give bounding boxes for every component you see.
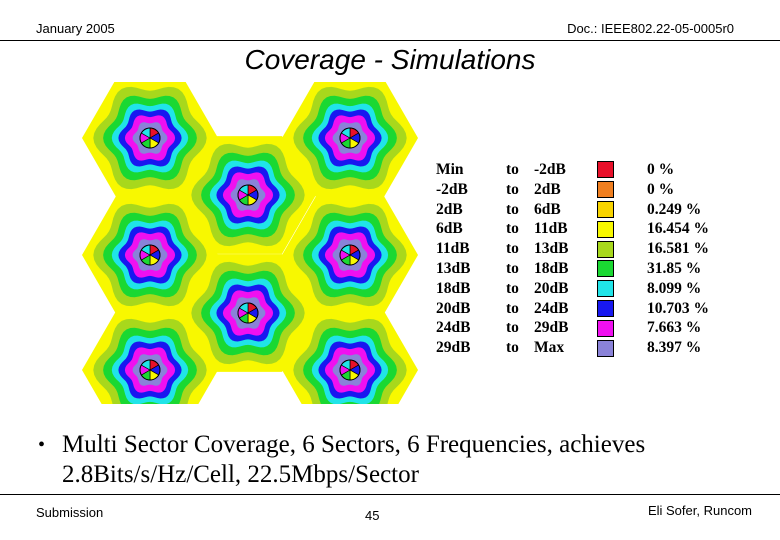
legend-max: 24dB bbox=[534, 299, 569, 317]
legend-swatch bbox=[597, 240, 614, 258]
legend-percent: 0.249 % bbox=[647, 200, 702, 218]
legend-max: 13dB bbox=[534, 240, 569, 258]
legend-swatch-cell bbox=[597, 338, 647, 358]
header-doc-id: Doc.: IEEE802.22-05-0005r0 bbox=[567, 21, 734, 36]
legend-max: 2dB bbox=[534, 180, 561, 198]
footer-submission: Submission bbox=[36, 505, 104, 520]
coverage-map bbox=[78, 82, 423, 404]
legend-swatch-cell bbox=[597, 160, 647, 180]
legend-row: 18dB to 20dB 8.099 % bbox=[436, 279, 737, 299]
legend-row: Min to -2dB 0 % bbox=[436, 160, 737, 180]
legend-percent: 16.454 % bbox=[647, 220, 709, 238]
legend-to: to bbox=[506, 220, 519, 238]
legend-to: to bbox=[506, 319, 519, 337]
legend-min: Min bbox=[436, 161, 464, 178]
legend-percent: 16.581 % bbox=[647, 240, 709, 258]
legend-swatch bbox=[597, 299, 614, 317]
legend-percent: 31.85 % bbox=[647, 259, 702, 277]
legend-max: Max bbox=[534, 339, 565, 357]
legend-max: -2dB bbox=[534, 161, 566, 178]
legend-row: 13dB to 18dB 31.85 % bbox=[436, 259, 737, 279]
footer-page-number: 45 bbox=[365, 508, 380, 523]
legend-swatch-cell bbox=[597, 279, 647, 299]
legend-swatch bbox=[597, 319, 614, 337]
header-rule bbox=[0, 40, 780, 41]
legend-swatch-cell bbox=[597, 200, 647, 220]
footer-rule bbox=[0, 494, 780, 495]
bullet-icon: • bbox=[38, 434, 46, 456]
legend-to: to bbox=[506, 180, 519, 198]
base-station-icon bbox=[237, 184, 259, 206]
legend-swatch bbox=[597, 161, 614, 179]
legend-swatch bbox=[597, 200, 614, 218]
legend-swatch-cell bbox=[597, 318, 647, 338]
legend-min: 29dB bbox=[436, 339, 471, 357]
legend-swatch bbox=[597, 220, 614, 238]
legend-min: -2dB bbox=[436, 180, 468, 198]
slide-title: Coverage - Simulations bbox=[244, 44, 536, 75]
header-date: January 2005 bbox=[36, 21, 115, 36]
legend-swatch-cell bbox=[597, 299, 647, 319]
legend-percent: 8.099 % bbox=[647, 279, 702, 297]
legend-row: 24dB to 29dB 7.663 % bbox=[436, 318, 737, 338]
bullet-text: Multi Sector Coverage, 6 Sectors, 6 Freq… bbox=[62, 431, 646, 488]
legend-min: 24dB bbox=[436, 319, 471, 337]
legend-to: to bbox=[506, 259, 519, 277]
legend-max: 20dB bbox=[534, 279, 569, 297]
base-station-icon bbox=[139, 127, 161, 149]
legend-row: 2dB to 6dB 0.249 % bbox=[436, 200, 737, 220]
legend-to: to bbox=[506, 161, 519, 178]
bullet-point: • Multi Sector Coverage, 6 Sectors, 6 Fr… bbox=[38, 430, 758, 490]
legend-max: 29dB bbox=[534, 319, 569, 337]
legend-min: 2dB bbox=[436, 200, 463, 218]
legend-percent: 8.397 % bbox=[647, 339, 702, 357]
legend-min: 6dB bbox=[436, 220, 463, 238]
legend-min: 11dB bbox=[436, 240, 470, 258]
legend-row: 6dB to 11dB 16.454 % bbox=[436, 219, 737, 239]
legend-min: 13dB bbox=[436, 259, 471, 277]
legend-max: 6dB bbox=[534, 200, 561, 218]
legend-table: Min to -2dB 0 % -2dB to 2dB 0 % 2dB to 6dB 0.249 % 6… bbox=[436, 160, 737, 358]
legend-swatch-cell bbox=[597, 259, 647, 279]
legend-row: -2dB to 2dB 0 % bbox=[436, 180, 737, 200]
legend-swatch-cell bbox=[597, 219, 647, 239]
base-station-icon bbox=[237, 302, 259, 324]
legend-swatch bbox=[597, 339, 614, 357]
legend-percent: 0 % bbox=[647, 180, 675, 198]
legend-row: 11dB to 13dB 16.581 % bbox=[436, 239, 737, 259]
legend-swatch bbox=[597, 260, 614, 278]
legend-to: to bbox=[506, 279, 519, 297]
legend-swatch-cell bbox=[597, 180, 647, 200]
legend-percent: 0 % bbox=[647, 161, 675, 178]
base-station-icon bbox=[339, 244, 361, 266]
legend-to: to bbox=[506, 240, 519, 258]
legend-swatch bbox=[597, 181, 614, 199]
legend-swatch-cell bbox=[597, 239, 647, 259]
base-station-icon bbox=[139, 359, 161, 381]
legend-min: 20dB bbox=[436, 299, 471, 317]
legend-max: 11dB bbox=[534, 220, 568, 238]
legend-row: 29dB to Max 8.397 % bbox=[436, 338, 737, 358]
legend-max: 18dB bbox=[534, 259, 569, 277]
base-station-icon bbox=[139, 244, 161, 266]
legend-swatch bbox=[597, 280, 614, 298]
footer-author: Eli Sofer, Runcom bbox=[647, 503, 752, 518]
base-station-icon bbox=[339, 359, 361, 381]
legend-min: 18dB bbox=[436, 279, 471, 297]
legend-percent: 10.703 % bbox=[647, 299, 709, 317]
legend-to: to bbox=[506, 299, 519, 317]
legend-to: to bbox=[506, 200, 519, 218]
legend-row: 20dB to 24dB 10.703 % bbox=[436, 299, 737, 319]
base-station-icon bbox=[339, 127, 361, 149]
legend-percent: 7.663 % bbox=[647, 319, 702, 337]
legend-to: to bbox=[506, 339, 519, 357]
